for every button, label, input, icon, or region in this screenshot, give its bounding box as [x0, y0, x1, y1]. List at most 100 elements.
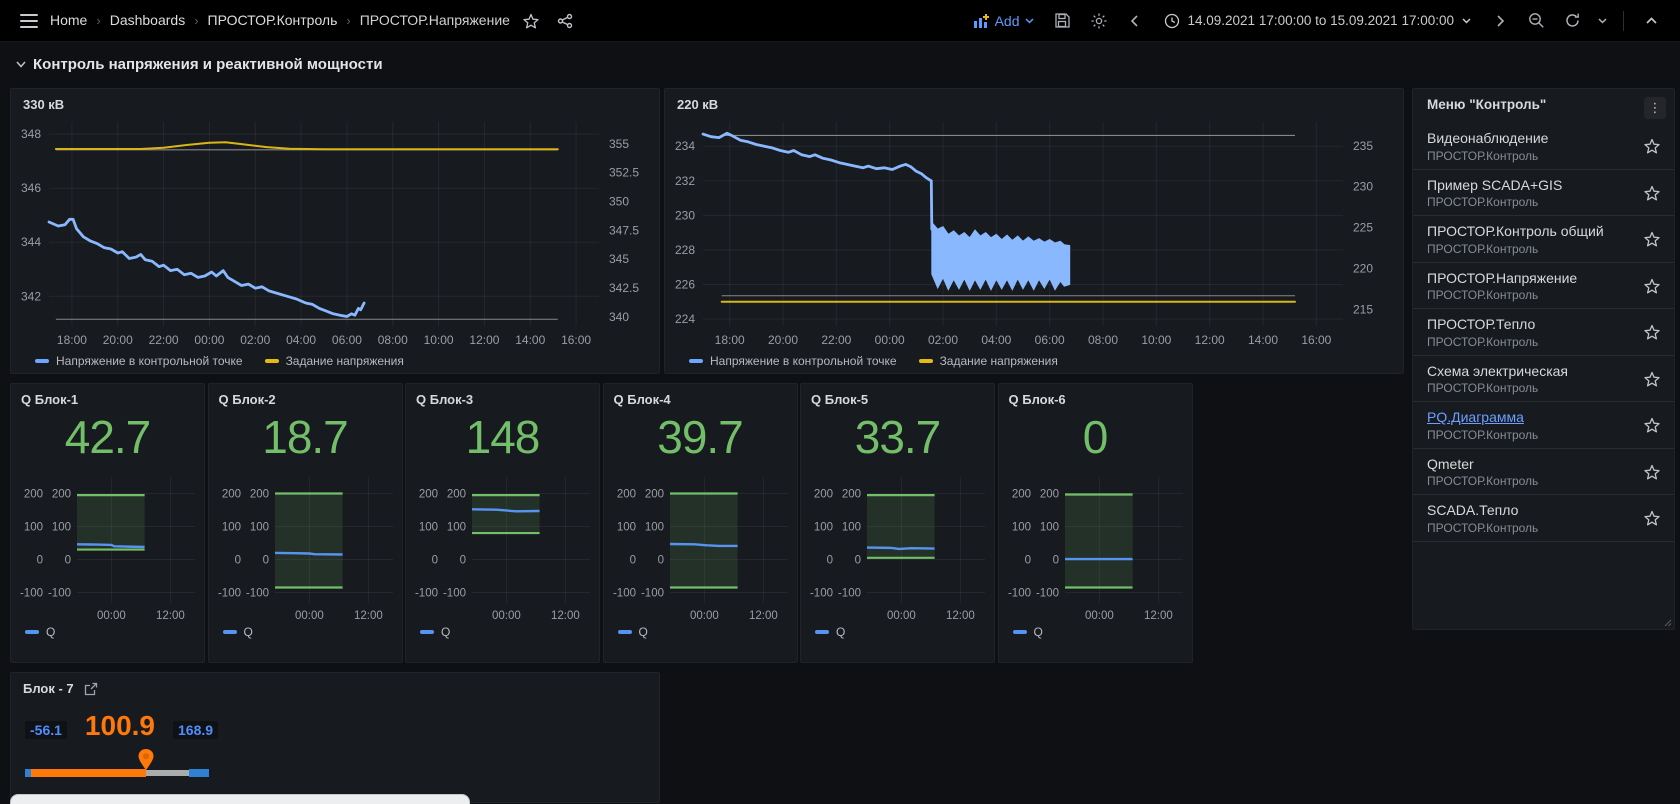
- mini-chart-legend-q[interactable]: Q: [617, 625, 797, 639]
- menu-item-title[interactable]: Видеонаблюдение: [1427, 130, 1549, 146]
- stat-panel-title[interactable]: Q Блок-3: [416, 392, 474, 407]
- menu-item-title[interactable]: Пример SCADA+GIS: [1427, 176, 1563, 193]
- star-icon[interactable]: [1644, 371, 1660, 387]
- menu-item[interactable]: ПРОСТОР.Тепло ПРОСТОР.Контроль: [1413, 309, 1674, 356]
- refresh-icon[interactable]: [1557, 6, 1587, 36]
- star-icon[interactable]: [1644, 324, 1660, 340]
- star-icon[interactable]: [1644, 231, 1660, 247]
- svg-text:22:00: 22:00: [821, 333, 851, 347]
- hamburger-menu-icon[interactable]: [14, 6, 44, 36]
- svg-text:220: 220: [1353, 262, 1373, 276]
- star-icon[interactable]: [1644, 185, 1660, 201]
- favorite-star-icon[interactable]: [516, 6, 546, 36]
- collapse-navbar-caret-icon[interactable]: [1636, 6, 1666, 36]
- section-title: Контроль напряжения и реактивной мощност…: [33, 56, 383, 73]
- svg-text:0: 0: [1052, 555, 1058, 567]
- time-range-picker[interactable]: 14.09.2021 17:00:00 to 15.09.2021 17:00:…: [1156, 6, 1480, 36]
- star-icon[interactable]: [1644, 278, 1660, 294]
- menu-item-title[interactable]: Схема электрическая: [1427, 362, 1569, 379]
- menu-item-title[interactable]: ПРОСТОР.Тепло: [1427, 316, 1536, 332]
- svg-text:0: 0: [37, 555, 43, 567]
- menu-item[interactable]: SCADA.Тепло ПРОСТОР.Контроль: [1413, 495, 1674, 542]
- star-icon[interactable]: [1644, 464, 1660, 480]
- svg-text:0: 0: [855, 555, 861, 567]
- menu-item[interactable]: Видеонаблюдение ПРОСТОР.Контроль: [1413, 123, 1674, 170]
- legend-item-voltage[interactable]: Напряжение в контрольной точке: [689, 354, 897, 368]
- gauge-slider-track[interactable]: [25, 749, 209, 778]
- mini-chart-legend-q[interactable]: Q: [420, 625, 599, 639]
- menu-item-title[interactable]: PQ.Диаграмма: [1427, 409, 1524, 425]
- zoom-out-time-icon[interactable]: [1521, 6, 1551, 36]
- star-icon[interactable]: [1644, 138, 1660, 154]
- breadcrumb-item[interactable]: ПРОСТОР.Напряжение: [359, 11, 510, 28]
- menu-item[interactable]: Пример SCADA+GIS ПРОСТОР.Контроль: [1413, 170, 1674, 216]
- svg-text:-100: -100: [838, 588, 861, 600]
- svg-text:200: 200: [616, 489, 635, 501]
- stat-panel-title[interactable]: Q Блок-1: [21, 392, 79, 407]
- star-icon[interactable]: [1644, 417, 1660, 433]
- svg-text:100: 100: [1039, 522, 1058, 534]
- time-shift-back-icon[interactable]: [1120, 6, 1150, 36]
- refresh-interval-dropdown-icon[interactable]: [1593, 6, 1611, 36]
- menu-item-title[interactable]: SCADA.Тепло: [1427, 502, 1519, 518]
- legend-item-setpoint[interactable]: Задание напряжения: [264, 354, 404, 368]
- svg-text:100: 100: [842, 522, 861, 534]
- breadcrumb-separator: ›: [194, 12, 199, 28]
- stat-panel-title[interactable]: Q Блок-6: [1008, 392, 1066, 407]
- panel-resize-handle[interactable]: [1664, 619, 1672, 627]
- svg-text:12:00: 12:00: [354, 610, 383, 622]
- row-section-header[interactable]: Контроль напряжения и реактивной мощност…: [16, 56, 383, 73]
- chart-330kv-plot[interactable]: 348 346 344 342 355 352.5 350 347.5 345 342.5 340 1…: [11, 114, 651, 352]
- stat-panel-title[interactable]: Q Блок-4: [613, 392, 671, 407]
- menu-item[interactable]: Qmeter ПРОСТОР.Контроль: [1413, 449, 1674, 495]
- breadcrumb-item[interactable]: Home: [50, 11, 88, 28]
- stat-panel-mini-chart[interactable]: 200 200 100 100 0 0 -100 -100 00:00 12:00: [15, 471, 201, 625]
- stat-panel-mini-chart[interactable]: 200 200 100 100 0 0 -100 -100 00:00 12:00: [805, 471, 991, 625]
- svg-text:228: 228: [675, 243, 695, 257]
- stat-panel-title[interactable]: Q Блок-2: [218, 392, 276, 407]
- mini-chart-legend-q[interactable]: Q: [815, 625, 994, 639]
- panel-kebab-menu-icon[interactable]: ⋮: [1644, 97, 1666, 119]
- time-shift-forward-icon[interactable]: [1485, 6, 1515, 36]
- legend-item-voltage[interactable]: Напряжение в контрольной точке: [35, 354, 243, 368]
- gauge-segment-rest: [146, 770, 189, 776]
- svg-text:0: 0: [827, 555, 833, 567]
- mini-chart-legend-q[interactable]: Q: [25, 625, 204, 639]
- svg-text:100: 100: [644, 522, 663, 534]
- share-icon[interactable]: [550, 6, 580, 36]
- stat-panel-mini-chart[interactable]: 200 200 100 100 0 0 -100 -100 00:00 12:00: [213, 471, 399, 625]
- menu-item[interactable]: ПРОСТОР.Контроль общий ПРОСТОР.Контроль: [1413, 216, 1674, 263]
- external-link-icon[interactable]: [84, 682, 98, 696]
- mini-chart-legend-q[interactable]: Q: [222, 625, 402, 639]
- svg-text:12:00: 12:00: [469, 333, 499, 347]
- menu-panel-title[interactable]: Меню "Контроль": [1427, 97, 1547, 112]
- stat-panel-mini-chart[interactable]: 200 200 100 100 0 0 -100 -100 00:00 12:00: [1003, 471, 1189, 625]
- menu-item[interactable]: ПРОСТОР.Напряжение ПРОСТОР.Контроль: [1413, 263, 1674, 309]
- stat-panel-mini-chart[interactable]: 200 200 100 100 0 0 -100 -100 00:00 12:00: [608, 471, 794, 625]
- menu-item-title[interactable]: Qmeter: [1427, 455, 1474, 472]
- menu-item-title[interactable]: ПРОСТОР.Контроль общий: [1427, 223, 1604, 239]
- chart-220kv-plot[interactable]: 234 232 230 228 226 224 235 230 225 220 215 18:00 20…: [665, 114, 1395, 352]
- stat-panel-mini-chart[interactable]: 200 200 100 100 0 0 -100 -100 00:00 12:00: [410, 471, 596, 625]
- menu-item-folder: ПРОСТОР.Контроль: [1427, 195, 1539, 209]
- menu-item[interactable]: Схема электрическая ПРОСТОР.Контроль: [1413, 356, 1674, 402]
- gauge-pin-marker[interactable]: [137, 749, 155, 771]
- mini-chart-legend-q[interactable]: Q: [1012, 625, 1192, 639]
- menu-item-title[interactable]: ПРОСТОР.Напряжение: [1427, 269, 1578, 286]
- add-button[interactable]: Add: [966, 6, 1042, 36]
- stat-panel-title[interactable]: Q Блок-5: [811, 392, 869, 407]
- star-icon[interactable]: [1644, 510, 1660, 526]
- svg-text:-100: -100: [443, 588, 466, 600]
- menu-item[interactable]: PQ.Диаграмма ПРОСТОР.Контроль: [1413, 402, 1674, 449]
- legend-item-setpoint[interactable]: Задание напряжения: [918, 354, 1058, 368]
- panel-220kv-title[interactable]: 220 кВ: [677, 97, 719, 112]
- dashboard-settings-gear-icon[interactable]: [1084, 6, 1114, 36]
- save-dashboard-icon[interactable]: [1048, 6, 1078, 36]
- svg-text:0: 0: [657, 555, 663, 567]
- breadcrumb-item[interactable]: ПРОСТОР.Контроль: [207, 11, 338, 28]
- svg-text:06:00: 06:00: [1035, 333, 1065, 347]
- breadcrumb-item[interactable]: Dashboards: [109, 11, 186, 28]
- panel-blok7-title[interactable]: Блок - 7: [23, 681, 74, 696]
- panel-330kv-title[interactable]: 330 кВ: [23, 97, 65, 112]
- svg-text:348: 348: [21, 127, 41, 141]
